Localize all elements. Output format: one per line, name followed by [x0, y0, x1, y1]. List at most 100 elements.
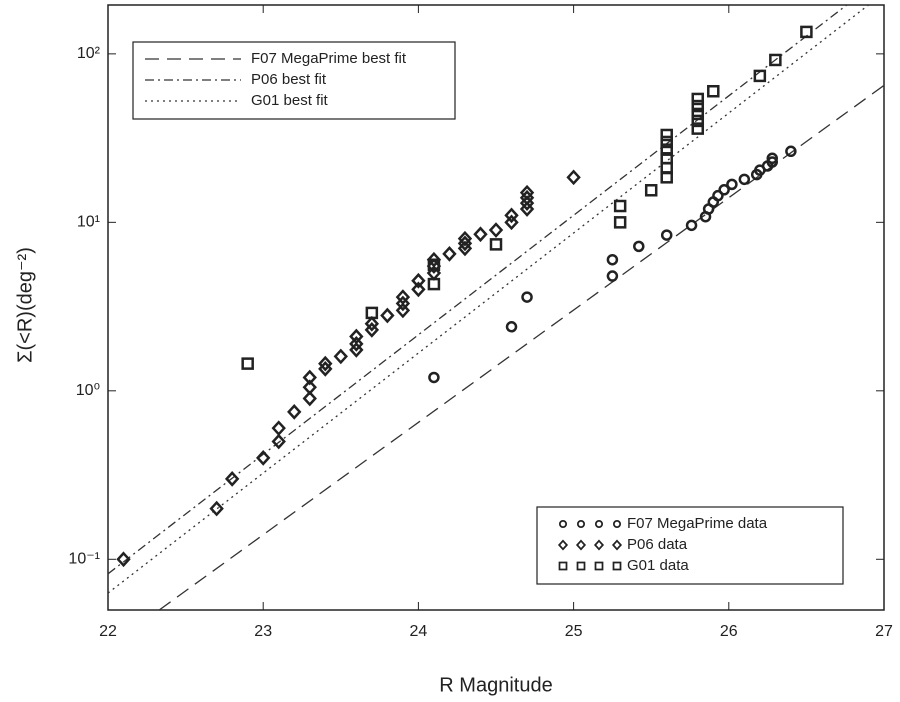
diamond-marker — [256, 450, 271, 466]
circle-marker — [785, 145, 797, 158]
circle-marker — [685, 219, 698, 232]
fit-line — [108, 5, 848, 575]
circle-marker — [660, 229, 673, 241]
y-tick-label: 10¹ — [77, 214, 100, 231]
x-tick-label: 27 — [875, 623, 893, 640]
circle-marker — [766, 152, 779, 165]
diamond-marker — [209, 500, 224, 517]
diamond-marker — [302, 390, 317, 407]
y-tick-label: 10⁻¹ — [68, 551, 100, 568]
diamond-marker — [395, 302, 411, 319]
legend-box — [536, 506, 844, 585]
diamond-marker — [349, 342, 364, 358]
square-marker — [660, 128, 673, 142]
square-marker — [427, 277, 441, 291]
diamond-marker — [287, 404, 302, 420]
fit-line — [108, 5, 869, 594]
fit-line — [158, 84, 884, 610]
legend-label: G01 best fit — [251, 92, 329, 109]
x-tick-label: 23 — [254, 623, 272, 640]
diamond-marker — [395, 289, 411, 305]
diamond-marker — [504, 214, 519, 231]
legend-marker — [557, 539, 569, 551]
square-marker — [691, 92, 705, 106]
circle-marker — [606, 253, 619, 266]
x-tick-label: 24 — [410, 623, 428, 640]
diamond-marker — [442, 246, 457, 262]
square-marker — [707, 84, 720, 98]
diamond-marker — [333, 348, 348, 365]
circle-marker — [606, 270, 619, 282]
square-marker — [489, 238, 503, 251]
x-tick-label: 25 — [565, 623, 583, 640]
square-marker — [691, 99, 705, 113]
y-tick-label: 10⁰ — [76, 382, 100, 399]
diamond-marker — [457, 230, 473, 247]
legend-marker — [593, 539, 605, 551]
diamond-marker — [318, 355, 333, 372]
square-marker — [660, 152, 673, 165]
x-tick-label: 22 — [99, 623, 117, 640]
legend-label: F07 MegaPrime best fit — [251, 50, 407, 67]
diamond-marker — [271, 420, 286, 437]
legend-marker — [558, 519, 568, 529]
diamond-marker — [566, 169, 581, 186]
legend-label: P06 best fit — [251, 71, 327, 88]
plot-frame — [107, 4, 885, 611]
legend-marker — [594, 561, 604, 571]
x-tick-label: 26 — [720, 623, 738, 640]
square-marker — [660, 135, 673, 149]
diamond-marker — [411, 272, 426, 289]
square-marker — [800, 25, 813, 39]
square-marker — [769, 53, 782, 67]
legend-marker — [612, 519, 622, 529]
square-marker — [753, 69, 767, 83]
legend-marker — [576, 561, 586, 571]
square-marker — [644, 184, 658, 197]
circle-marker — [633, 240, 645, 253]
circle-marker — [505, 321, 518, 333]
diamond-marker — [302, 369, 317, 386]
circle-marker — [428, 371, 440, 384]
diamond-marker — [380, 307, 395, 324]
legend-marker — [612, 561, 622, 571]
x-axis-label: R Magnitude — [439, 674, 552, 696]
diamond-marker — [519, 201, 535, 217]
square-marker — [241, 357, 254, 370]
y-tick-label: 10² — [77, 45, 101, 62]
square-marker — [691, 114, 705, 128]
diamond-marker — [411, 281, 426, 298]
diamond-marker — [426, 258, 442, 274]
circle-marker — [521, 291, 533, 303]
legend-marker — [594, 519, 604, 529]
circle-marker — [712, 189, 724, 202]
square-marker — [691, 122, 705, 135]
diamond-marker — [302, 379, 317, 396]
diamond-marker — [473, 226, 488, 243]
diamond-marker — [504, 207, 519, 224]
diamond-marker — [349, 335, 364, 352]
square-marker — [691, 107, 705, 121]
diamond-marker — [364, 322, 380, 338]
square-marker — [660, 143, 673, 156]
legend-label: G01 data — [627, 557, 689, 574]
diamond-marker — [224, 471, 240, 487]
y-axis-label: Σ(<R)(deg⁻²) — [14, 247, 36, 363]
square-marker — [365, 306, 379, 320]
diamond-marker — [349, 328, 364, 345]
circle-marker — [738, 173, 751, 186]
legend-marker — [558, 561, 568, 571]
circle-marker — [718, 184, 730, 196]
diamond-marker — [426, 251, 442, 268]
circle-marker — [726, 178, 738, 191]
diamond-marker — [364, 315, 380, 332]
legend-marker — [575, 539, 587, 551]
diamond-marker — [116, 551, 131, 568]
square-marker — [427, 258, 441, 272]
diamond-marker — [395, 295, 411, 312]
diamond-marker — [519, 184, 535, 201]
diamond-marker — [271, 433, 286, 450]
square-marker — [613, 216, 627, 229]
legend-marker — [611, 539, 623, 551]
